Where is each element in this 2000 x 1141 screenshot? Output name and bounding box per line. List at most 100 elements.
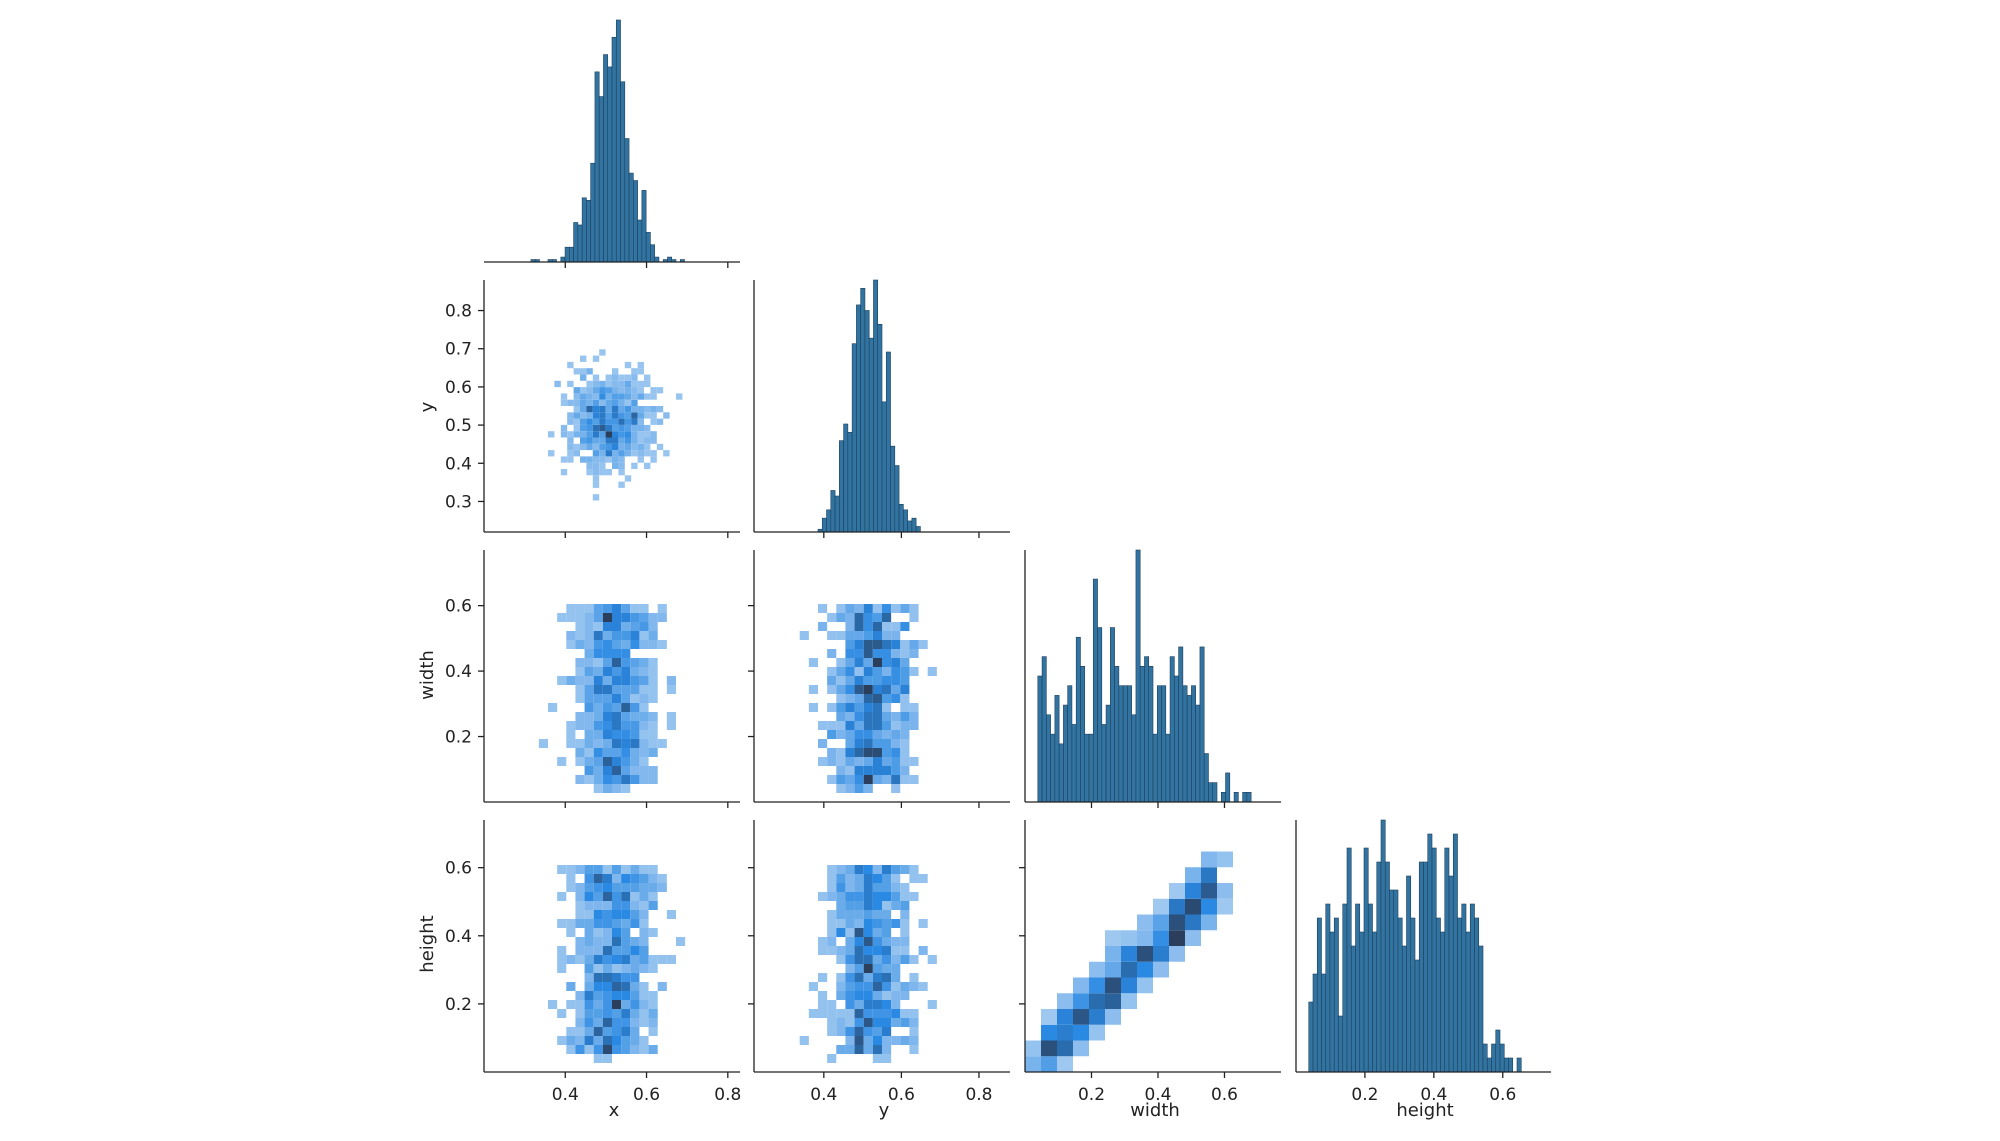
heat-cell-y-x <box>624 361 632 369</box>
hist-bar-height <box>1486 1057 1492 1073</box>
heat-cell-width-y <box>909 721 919 730</box>
heat-cell-height-y <box>854 901 864 910</box>
heat-cell-height-y <box>900 937 910 946</box>
heat-cell-height-x <box>612 901 622 910</box>
heat-cell-width-y <box>799 631 809 640</box>
heat-cell-width-y <box>872 694 882 703</box>
heat-cell-height-x <box>639 874 649 883</box>
heat-cell-y-x <box>599 431 606 438</box>
heat-cell-height-y <box>872 865 882 874</box>
hist-bar-height <box>1461 903 1467 1073</box>
heat-cell-y-x <box>586 399 593 406</box>
heat-cell-height-width <box>1105 961 1121 978</box>
heat-cell-width-x <box>593 658 603 667</box>
heat-cell-y-x <box>599 450 606 457</box>
heat-cell-height-y <box>836 928 846 937</box>
x-tick-label-width: 0.2 <box>1078 1085 1105 1105</box>
heat-cell-width-x <box>648 730 658 739</box>
heat-cell-height-x <box>575 1036 585 1045</box>
heat-cell-width-x <box>612 775 622 784</box>
hist-bar-height <box>1474 917 1480 1073</box>
heat-cell-height-y <box>836 973 846 982</box>
hist-bar-height <box>1516 1057 1522 1073</box>
heat-cell-width-y <box>836 766 846 775</box>
heat-cell-y-x <box>612 380 619 388</box>
heat-cell-height-x <box>648 928 658 937</box>
heat-cell-y-x <box>637 380 644 388</box>
hist-bar-height <box>1367 903 1373 1073</box>
heat-cell-width-x <box>593 721 603 730</box>
heat-cell-height-y <box>882 955 892 964</box>
heat-cell-height-x <box>593 1027 603 1036</box>
heat-cell-width-y <box>882 649 892 658</box>
heat-cell-width-y <box>900 757 910 766</box>
heat-cell-height-y <box>900 946 910 955</box>
y-tick-label-y: 0.8 <box>445 302 472 322</box>
heat-cell-height-y <box>927 1000 937 1009</box>
heat-cell-height-y <box>872 1054 882 1063</box>
heat-cell-height-y <box>827 1009 837 1018</box>
heat-cell-height-y <box>836 910 846 919</box>
heat-cell-width-y <box>836 667 846 676</box>
heat-cell-y-x <box>618 380 625 388</box>
heat-cell-width-y <box>882 640 892 649</box>
heat-cell-y-x <box>580 412 587 419</box>
heat-cell-width-x <box>575 694 585 703</box>
hist-bar-y <box>894 465 900 533</box>
heat-cell-width-y <box>882 631 892 640</box>
heat-cell-width-x <box>584 685 594 694</box>
heat-cell-width-y <box>827 757 837 766</box>
heat-cell-width-x <box>566 739 576 748</box>
heat-cell-y-x <box>567 431 574 438</box>
heat-cell-width-y <box>872 631 882 640</box>
heat-cell-height-y <box>854 919 864 928</box>
heat-cell-y-x <box>573 393 580 400</box>
y-tick-label-y: 0.3 <box>445 492 472 512</box>
heat-cell-height-y <box>891 901 901 910</box>
heat-cell-y-x <box>624 418 632 425</box>
heat-cell-height-width <box>1185 867 1201 883</box>
heat-cell-height-x <box>630 919 640 928</box>
hist-bar-width <box>1054 695 1060 803</box>
heat-cell-height-x <box>584 892 594 901</box>
heat-cell-height-x <box>639 910 649 919</box>
heat-cell-width-y <box>900 622 910 631</box>
heat-cell-height-width <box>1025 1056 1041 1072</box>
heat-cell-width-x <box>612 667 622 676</box>
heat-cell-width-y <box>863 712 873 721</box>
heat-cell-y-x <box>586 368 593 375</box>
heat-cell-width-x <box>621 640 631 649</box>
heat-cell-height-y <box>863 874 873 883</box>
heat-cell-width-x <box>593 640 603 649</box>
heat-cell-width-x <box>648 748 658 757</box>
heat-cell-height-y <box>900 883 910 892</box>
heat-cell-height-x <box>648 1009 658 1018</box>
heat-cell-height-y <box>891 1036 901 1045</box>
hist-bar-width <box>1080 666 1086 803</box>
heat-cell-width-x <box>602 757 612 766</box>
heat-cell-height-y <box>918 982 928 991</box>
heat-cell-width-x <box>612 730 622 739</box>
heat-cell-width-y <box>891 712 901 721</box>
heat-cell-y-x <box>631 374 638 381</box>
heat-cell-height-y <box>891 874 901 883</box>
heat-cell-width-x <box>648 622 658 631</box>
heat-cell-height-y <box>909 982 919 991</box>
heat-cell-height-y <box>882 892 892 901</box>
heat-cell-y-x <box>612 406 619 413</box>
hist-bar-height <box>1478 945 1484 1073</box>
heat-cell-width-x <box>648 766 658 775</box>
heat-cell-y-x <box>592 462 600 469</box>
y-tick-label-height: 0.4 <box>445 927 472 947</box>
heat-cell-height-y <box>872 883 882 892</box>
heat-cell-height-x <box>639 982 649 991</box>
heat-cell-height-x <box>630 1027 640 1036</box>
hist-bar-width <box>1165 733 1171 803</box>
heat-cell-width-y <box>854 676 864 685</box>
heat-cell-width-y <box>827 649 837 658</box>
heat-cell-height-y <box>872 973 882 982</box>
heat-cell-height-x <box>612 928 622 937</box>
hist-bar-y <box>830 490 836 533</box>
heat-cell-width-x <box>648 613 658 622</box>
